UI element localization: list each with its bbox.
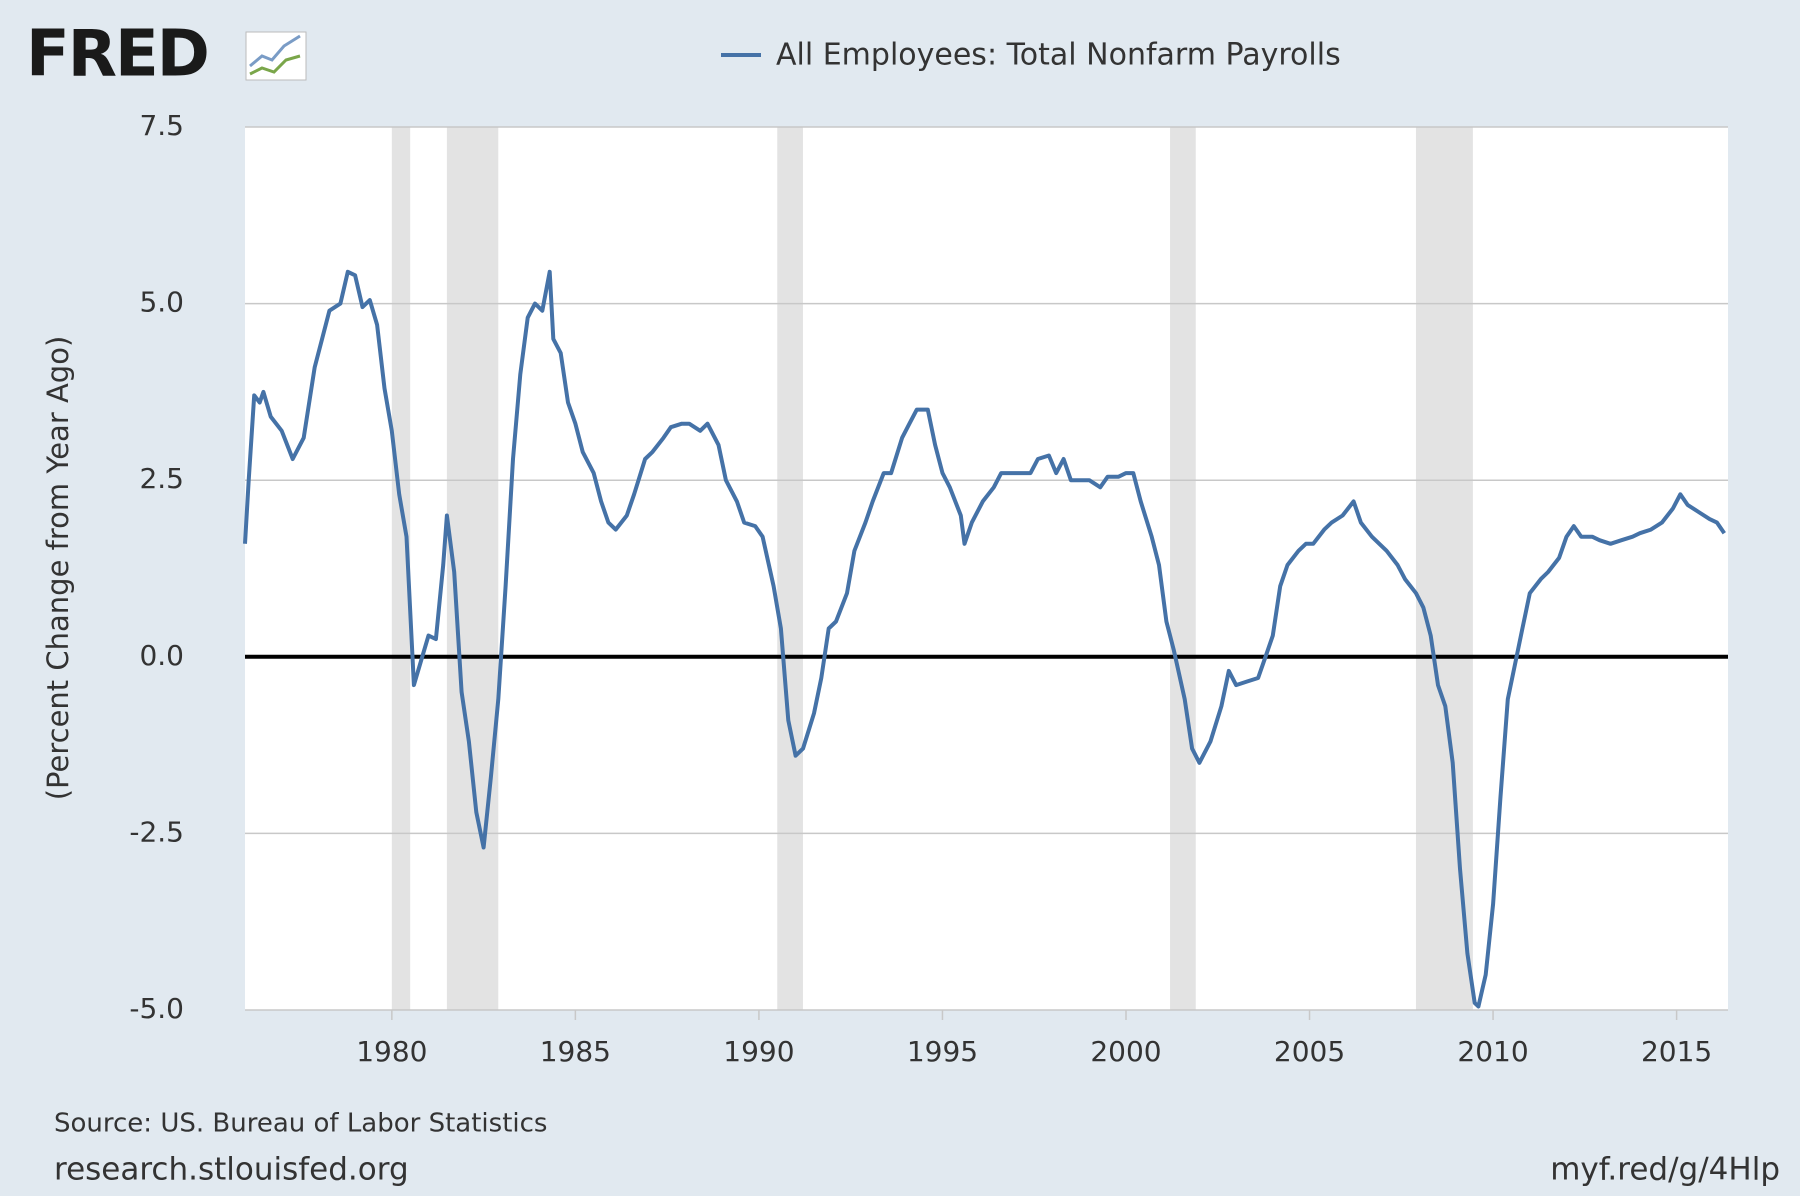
legend-label: All Employees: Total Nonfarm Payrolls <box>776 38 1341 73</box>
recession-band <box>1415 127 1473 1010</box>
x-tick-label: 1995 <box>907 1035 978 1068</box>
y-tick-label: -2.5 <box>129 815 184 848</box>
recession-band <box>777 127 803 1010</box>
x-tick-label: 2000 <box>1090 1035 1161 1068</box>
x-tick-label: 2010 <box>1457 1035 1528 1068</box>
y-tick-label: 5.0 <box>139 286 184 319</box>
x-tick-label: 2005 <box>1274 1035 1345 1068</box>
source: Source: US. Bureau of Labor Statistics <box>54 1109 547 1139</box>
recession-band <box>1170 127 1196 1010</box>
y-tick-label: 7.5 <box>139 109 184 142</box>
x-tick-label: 1985 <box>540 1035 611 1068</box>
site: research.stlouisfed.org <box>54 1152 409 1188</box>
x-tick-label: 2015 <box>1641 1035 1712 1068</box>
recession-band <box>391 127 411 1010</box>
y-tick-label: -5.0 <box>129 992 184 1025</box>
data-line <box>243 269 1726 1009</box>
logo-icon <box>245 31 307 81</box>
y-tick-label: 0.0 <box>139 639 184 672</box>
short-url: myf.red/g/4Hlp <box>1550 1152 1780 1188</box>
x-tick-label: 1990 <box>723 1035 794 1068</box>
y-tick-label: 2.5 <box>139 462 184 495</box>
logo: FRED <box>26 18 208 92</box>
x-tick-label: 1980 <box>356 1035 427 1068</box>
y-axis-label: (Percent Change from Year Ago) <box>41 336 75 801</box>
